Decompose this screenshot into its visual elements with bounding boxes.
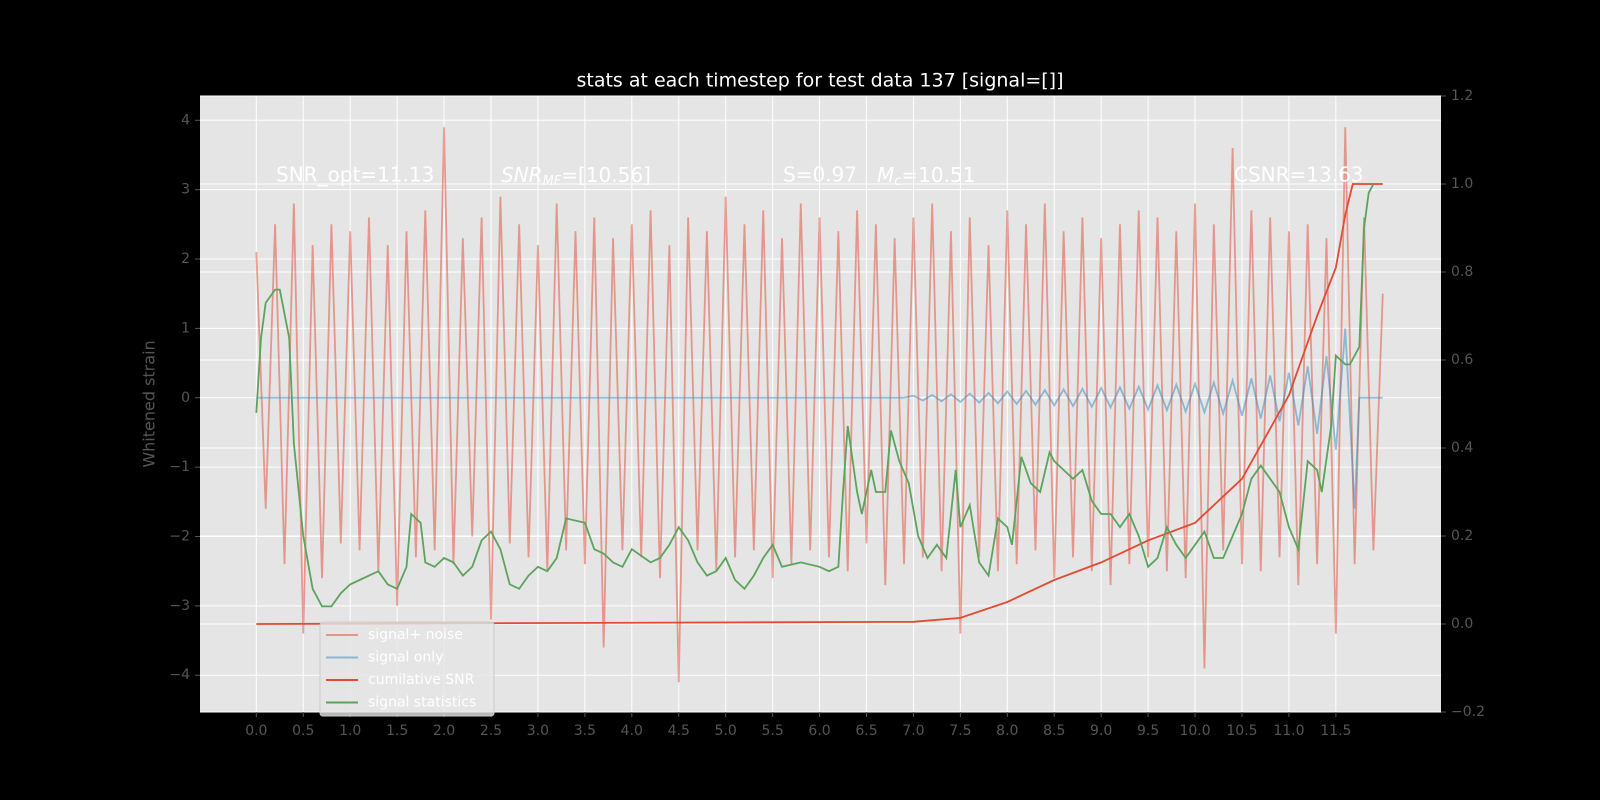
annotation: SNRMF=[10.56]	[501, 163, 651, 189]
x-tick-label: 7.5	[949, 723, 971, 739]
x-tick-label: 10.0	[1179, 723, 1210, 739]
y-tick-label: −2	[169, 528, 190, 544]
series-line	[255, 183, 1375, 608]
y-tick-label: −1	[169, 459, 190, 475]
x-tick-label: 6.5	[855, 723, 877, 739]
legend-label: signal+ noise	[368, 627, 463, 643]
y2-tick-label: 1.2	[1451, 88, 1473, 104]
y2-tick-label: 1.0	[1451, 176, 1473, 192]
annotation: Mc=10.51	[877, 163, 975, 189]
legend-label: cumilative SNR	[368, 672, 475, 688]
y-tick-label: −3	[169, 598, 190, 614]
annotation-part: M	[877, 163, 894, 187]
legend-label: signal statistics	[368, 695, 476, 711]
y-tick-label: 0	[181, 390, 190, 406]
y-tick-label: 2	[181, 251, 190, 267]
y2-tick-label: 0.4	[1451, 440, 1473, 456]
annotations: SNR_opt=11.13 SNRMF=[10.56] S=0.97 Mc=10…	[276, 163, 1364, 189]
series-line	[256, 183, 1383, 625]
x-tick-label: 8.0	[996, 723, 1018, 739]
x-tick-label: 2.0	[433, 723, 455, 739]
plot-background	[200, 96, 1441, 712]
legend-box	[319, 621, 495, 717]
annotation: S=0.97	[783, 163, 857, 187]
x-tick-label: 4.0	[621, 723, 643, 739]
x-tick-label: 7.0	[902, 723, 924, 739]
legend-label: signal only	[368, 650, 443, 666]
x-tick-label: 5.5	[761, 723, 783, 739]
x-tick-label: 5.0	[715, 723, 737, 739]
y-tick-label: 4	[181, 112, 190, 128]
x-tick-label: 3.0	[527, 723, 549, 739]
ticks: 0.0 0.5 1.0 1.5 2.0 2.5 3.0 3.5 4.0 4.5 5.0 5.5 6.0 6…	[169, 88, 1485, 739]
marks	[255, 127, 1384, 683]
annotation: SNR_opt=11.13	[276, 163, 434, 187]
series-line	[256, 328, 1383, 509]
annotation-sub: c	[894, 174, 901, 189]
x-tick-label: 0.0	[245, 723, 267, 739]
grid	[200, 95, 1441, 713]
y2-tick-label: 0.2	[1451, 528, 1473, 544]
y-tick-label: 3	[181, 182, 190, 198]
x-tick-label: 0.5	[292, 723, 314, 739]
annotation-part: =10.51	[901, 163, 975, 187]
x-tick-label: 10.5	[1226, 723, 1257, 739]
chart-title: stats at each timestep for test data 137…	[576, 70, 1063, 92]
annotation-part: =[10.56]	[561, 163, 651, 187]
x-tick-label: 1.0	[339, 723, 361, 739]
x-tick-label: 11.0	[1273, 723, 1304, 739]
y2-tick-label: 0.6	[1451, 352, 1473, 368]
x-tick-label: 3.5	[574, 723, 596, 739]
y-tick-label: 1	[181, 320, 190, 336]
x-tick-label: 6.0	[808, 723, 830, 739]
y2-tick-label: 0.8	[1451, 264, 1473, 280]
x-tick-label: 11.5	[1320, 723, 1351, 739]
x-tick-label: 4.5	[668, 723, 690, 739]
annotation: CSNR=13.63	[1234, 163, 1364, 187]
legend: signal+ noise signal only cumilative SNR si…	[319, 621, 495, 717]
x-tick-label: 2.5	[480, 723, 502, 739]
annotation-part: SNR	[501, 163, 543, 187]
y-axis-label: Whitened strain	[140, 340, 159, 467]
x-tick-label: 9.5	[1137, 723, 1159, 739]
x-tick-label: 9.0	[1090, 723, 1112, 739]
y-tick-label: −4	[169, 667, 190, 683]
y2-tick-label: 0.0	[1451, 616, 1473, 632]
y2-tick-label: −0.2	[1451, 704, 1485, 720]
x-tick-label: 8.5	[1043, 723, 1065, 739]
x-tick-label: 1.5	[386, 723, 408, 739]
annotation-sub: MF	[543, 174, 562, 189]
series-line	[255, 127, 1384, 683]
